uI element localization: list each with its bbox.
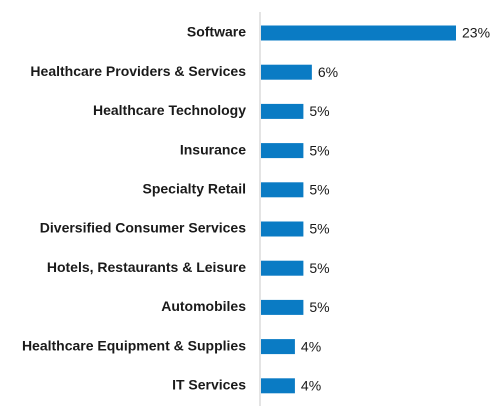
value-label: 5%: [309, 299, 329, 315]
bar: [261, 182, 304, 198]
value-label: 5%: [309, 142, 329, 158]
bar-row: Insurance 5%: [180, 141, 330, 158]
bar: [261, 221, 304, 237]
bar: [261, 378, 295, 394]
category-label: Automobiles: [161, 298, 246, 314]
value-label: 5%: [309, 221, 329, 237]
bar: [261, 64, 312, 80]
bar-row: Specialty Retail 5%: [143, 181, 330, 198]
category-label: Hotels, Restaurants & Leisure: [47, 259, 246, 275]
value-label: 4%: [301, 338, 321, 354]
value-label: 4%: [301, 378, 321, 394]
bar: [261, 299, 304, 315]
category-label: Healthcare Technology: [93, 102, 246, 118]
bar-row: Healthcare Providers & Services 6%: [30, 63, 338, 80]
value-label: 5%: [309, 260, 329, 276]
bar: [261, 260, 304, 276]
category-label: Healthcare Providers & Services: [30, 63, 246, 79]
bar-row: IT Services 4%: [172, 377, 321, 394]
bar-rows: Software 23% Healthcare Providers & Servic…: [22, 24, 490, 394]
value-label: 5%: [309, 103, 329, 119]
bar-row: Healthcare Equipment & Supplies 4%: [22, 337, 321, 354]
category-label: Software: [187, 24, 246, 40]
category-label: Insurance: [180, 141, 246, 157]
value-label: 6%: [318, 64, 338, 80]
bar: [261, 339, 295, 355]
category-label: IT Services: [172, 377, 246, 393]
bar: [261, 143, 304, 159]
bar-row: Automobiles 5%: [161, 298, 329, 315]
bar: [261, 103, 304, 119]
bar-row: Hotels, Restaurants & Leisure 5%: [47, 259, 330, 276]
category-label: Specialty Retail: [143, 181, 247, 197]
value-label: 23%: [462, 25, 490, 41]
value-label: 5%: [309, 182, 329, 198]
category-label: Diversified Consumer Services: [40, 220, 246, 236]
bar-row: Diversified Consumer Services 5%: [40, 220, 330, 237]
category-label: Healthcare Equipment & Supplies: [22, 337, 246, 353]
bar-row: Healthcare Technology 5%: [93, 102, 330, 119]
bar-row: Software 23%: [187, 24, 490, 41]
bar: [261, 25, 456, 41]
